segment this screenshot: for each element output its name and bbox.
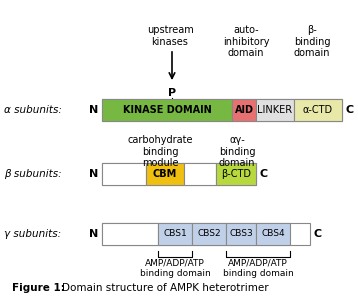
Text: α-CTD: α-CTD — [303, 105, 333, 115]
Text: CBS2: CBS2 — [197, 229, 221, 238]
Bar — [216, 163, 256, 185]
Text: α subunits:: α subunits: — [4, 105, 62, 115]
Bar — [192, 223, 226, 245]
Text: LINKER: LINKER — [257, 105, 292, 115]
Text: αγ-
binding
domain: αγ- binding domain — [219, 135, 255, 168]
Text: auto-
inhibitory
domain: auto- inhibitory domain — [223, 25, 269, 58]
Text: P: P — [168, 88, 176, 98]
Text: C: C — [314, 229, 322, 239]
Bar — [102, 99, 232, 121]
Bar — [102, 163, 256, 185]
Text: CBS1: CBS1 — [163, 229, 187, 238]
Bar — [226, 223, 256, 245]
Text: C: C — [346, 105, 354, 115]
Text: CBS4: CBS4 — [261, 229, 285, 238]
Text: γ subunits:: γ subunits: — [4, 229, 61, 239]
Bar — [102, 223, 158, 245]
Text: β-
binding
domain: β- binding domain — [294, 25, 330, 58]
Text: Domain structure of AMPK heterotrimer: Domain structure of AMPK heterotrimer — [62, 283, 268, 293]
Bar — [146, 163, 184, 185]
Bar — [158, 223, 192, 245]
Text: N: N — [89, 169, 98, 179]
Bar — [102, 99, 342, 121]
Bar — [294, 99, 342, 121]
Text: CBS3: CBS3 — [229, 229, 253, 238]
Text: CBM: CBM — [153, 169, 177, 179]
Text: C: C — [260, 169, 268, 179]
Text: AID: AID — [234, 105, 253, 115]
Text: β subunits:: β subunits: — [4, 169, 62, 179]
Text: Figure 1:: Figure 1: — [12, 283, 65, 293]
Text: KINASE DOMAIN: KINASE DOMAIN — [123, 105, 211, 115]
Bar — [184, 163, 216, 185]
Bar — [256, 223, 290, 245]
Bar — [256, 99, 294, 121]
Text: upstream
kinases: upstream kinases — [147, 25, 193, 47]
Bar — [102, 163, 146, 185]
Text: N: N — [89, 105, 98, 115]
Text: β-CTD: β-CTD — [221, 169, 251, 179]
Text: carbohydrate
binding
module: carbohydrate binding module — [127, 135, 193, 168]
Text: N: N — [89, 229, 98, 239]
Text: AMP/ADP/ATP
binding domain: AMP/ADP/ATP binding domain — [140, 259, 211, 278]
Text: AMP/ADP/ATP
binding domain: AMP/ADP/ATP binding domain — [223, 259, 293, 278]
Bar — [232, 99, 256, 121]
Bar — [102, 223, 310, 245]
